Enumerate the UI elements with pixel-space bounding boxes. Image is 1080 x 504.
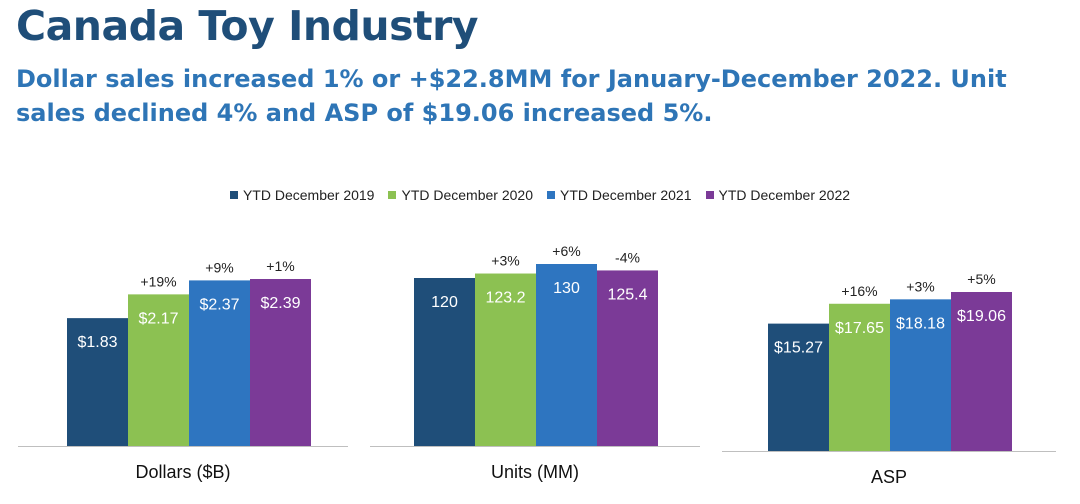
legend-swatch [229,191,238,199]
legend-label: YTD December 2022 [718,187,851,203]
data-label: 123.2 [485,290,525,307]
data-label: $18.18 [896,315,945,332]
legend-label: YTD December 2019 [242,187,375,203]
data-label: 130 [553,280,580,297]
bar [475,273,536,446]
bar [597,270,658,446]
bar [951,292,1012,451]
data-label: $17.65 [835,320,884,337]
data-label: $2.17 [138,310,178,327]
bar [414,278,475,446]
page-subtitle: Dollar sales increased 1% or +$22.8MM fo… [16,65,1007,127]
legend-item: YTD December 2020 [388,187,533,203]
page-title: Canada Toy Industry [16,2,479,50]
chart-panel-dollars: $1.83 $2.17 +19% $2.37 +9% $2.39 +1% Dollars ($… [18,258,348,482]
data-label: $1.83 [77,334,117,351]
legend-item: YTD December 2022 [705,187,851,203]
bar [890,299,951,451]
x-axis-label: Dollars ($B) [135,462,230,482]
data-label: $2.37 [199,296,239,313]
legend-item: YTD December 2019 [229,187,375,203]
data-label: 125.4 [607,286,647,303]
legend-label: YTD December 2021 [560,187,692,203]
change-label: +19% [140,273,176,289]
bar [128,294,189,446]
bar [189,280,250,446]
change-label: +6% [552,243,580,259]
legend-swatch [547,191,555,199]
x-axis-label: Units (MM) [491,462,579,482]
legend-swatch [705,191,714,199]
change-label: +3% [906,278,934,294]
legend-label: YTD December 2020 [401,187,533,203]
change-label: +16% [841,283,877,299]
change-label: -4% [615,249,640,265]
x-axis-label: ASP [871,467,907,487]
change-label: +3% [491,253,519,269]
data-label: $2.39 [260,295,300,312]
data-label: $15.27 [774,340,823,357]
bar [67,318,128,446]
bar [768,323,829,451]
bar [536,264,597,446]
legend-swatch [388,191,397,199]
bar [250,279,311,446]
legend-item: YTD December 2021 [547,187,692,203]
bar [829,303,890,451]
change-label: +5% [967,271,995,287]
change-label: +1% [266,258,294,274]
chart-legend: YTD December 2019 YTD December 2020 YTD De… [0,187,1080,203]
data-label: 120 [431,294,458,311]
chart-panel-units: 120 123.2 +3% 130 +6% 125.4 -4% Units (MM) [370,243,700,482]
data-label: $19.06 [957,308,1006,325]
chart-panel-asp: $15.27 $17.65 +16% $18.18 +3% $19.06 +5% ASP [722,271,1056,487]
change-label: +9% [205,259,233,275]
